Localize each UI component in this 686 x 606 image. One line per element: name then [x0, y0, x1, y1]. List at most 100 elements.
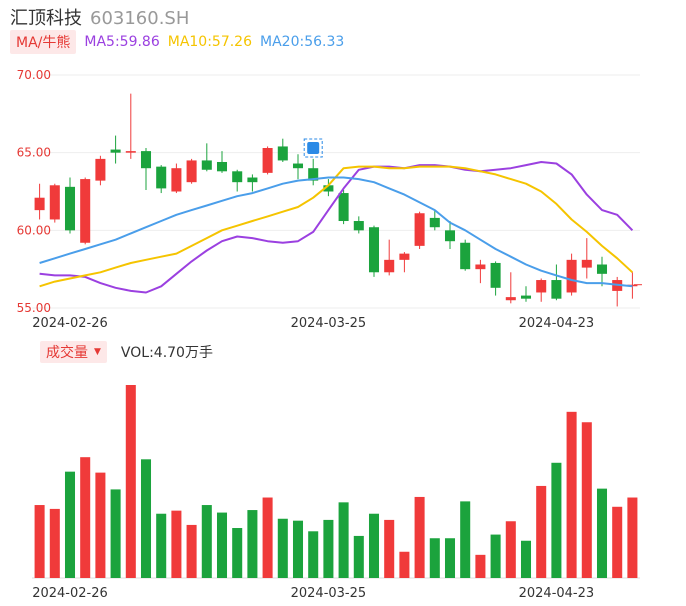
volume-bar	[536, 485, 547, 578]
stock-header: 汇顶科技 603160.SH	[10, 4, 190, 29]
candle-body	[34, 197, 45, 211]
stock-code: 603160.SH	[90, 8, 190, 29]
candle-body	[277, 146, 288, 161]
candle-body	[110, 149, 121, 153]
volume-bar	[125, 385, 136, 578]
volume-bar	[95, 472, 106, 578]
candle-body	[232, 171, 243, 183]
ma5-legend: MA5:59.86	[84, 34, 160, 50]
volume-bar	[232, 528, 243, 578]
candle-body	[399, 253, 410, 260]
dropdown-arrow-icon: ▼	[94, 347, 101, 357]
candle-body	[384, 259, 395, 273]
price-date-label: 2024-02-26	[32, 316, 108, 331]
volume-bar	[216, 512, 228, 578]
volume-value: VOL:4.70万手	[120, 345, 213, 361]
volume-bar	[490, 534, 501, 578]
ma20-legend: MA20:56.33	[260, 34, 345, 50]
candle-body	[551, 280, 562, 299]
volume-bar	[186, 524, 197, 578]
volume-legend: 成交量 ▼ VOL:4.70万手	[40, 341, 213, 363]
volume-bar	[460, 501, 471, 578]
volume-bar	[338, 502, 349, 578]
volume-indicator-label: 成交量	[46, 345, 88, 361]
volume-bar	[551, 462, 562, 578]
volume-bar	[308, 531, 319, 578]
ma10-legend: MA10:57.26	[167, 34, 253, 50]
volume-bar	[566, 411, 577, 578]
volume-bar	[80, 457, 91, 578]
candle-body	[520, 295, 532, 299]
candle-body	[505, 297, 516, 301]
volume-bar	[247, 510, 258, 578]
volume-date-label: 2024-04-23	[519, 586, 595, 601]
candle-body	[156, 166, 167, 189]
candle-body	[338, 193, 349, 222]
price-tick-label: 55.00	[17, 301, 51, 315]
candle-body	[247, 177, 258, 183]
volume-bar	[262, 497, 273, 578]
candle-body	[368, 227, 380, 273]
volume-bar	[353, 535, 364, 578]
volume-date-label: 2024-03-25	[291, 586, 367, 601]
volume-bar	[34, 505, 45, 578]
candle-body	[460, 242, 471, 270]
volume-bar	[156, 513, 167, 578]
candle-body	[216, 161, 228, 172]
volume-bar	[277, 518, 288, 578]
ma20-line	[39, 176, 633, 288]
volume-bar	[399, 551, 410, 578]
event-marker-frame	[303, 138, 323, 158]
candle-body	[566, 259, 577, 293]
volume-bar	[444, 538, 456, 578]
volume-bar	[323, 519, 334, 578]
candle-body	[186, 160, 197, 183]
candle-body	[596, 264, 608, 274]
volume-bar	[475, 554, 486, 578]
volume-bar	[414, 496, 425, 578]
candle-body	[490, 262, 501, 288]
volume-bar	[505, 521, 516, 578]
candle-body	[80, 179, 91, 243]
volume-bar	[581, 422, 592, 578]
candle-body	[444, 230, 456, 242]
volume-bar	[171, 510, 182, 578]
candle-body	[125, 151, 136, 153]
ma-indicator-selector[interactable]: MA/牛熊	[10, 30, 77, 54]
candle-body	[323, 185, 334, 192]
volume-date-label: 2024-02-26	[32, 586, 108, 601]
price-tick-label: 60.00	[17, 223, 51, 237]
volume-bar	[520, 540, 532, 578]
ma-legend: MA/牛熊 MA5:59.86 MA10:57.26 MA20:56.33	[10, 30, 344, 54]
candle-body	[201, 160, 212, 170]
volume-bar	[64, 471, 76, 578]
candle-body	[536, 280, 547, 293]
ma5-line	[39, 161, 634, 294]
volume-bar	[627, 497, 638, 578]
candle-body	[95, 158, 106, 181]
volume-bar	[612, 506, 623, 578]
price-date-label: 2024-03-25	[291, 316, 367, 331]
candle-body	[475, 264, 486, 270]
candle-body	[262, 148, 273, 173]
volume-bar	[140, 459, 152, 578]
candle-body	[429, 217, 440, 228]
candle-body	[64, 186, 76, 231]
candle-body	[308, 168, 319, 181]
candle-body	[49, 185, 60, 220]
event-marker-icon	[307, 142, 320, 155]
volume-bar	[49, 508, 60, 578]
candle-body	[353, 221, 364, 231]
volume-bar	[596, 488, 608, 578]
volume-bar	[292, 520, 304, 578]
volume-bar	[368, 513, 380, 578]
candle-body	[581, 259, 592, 268]
volume-bar	[429, 538, 440, 578]
volume-bar	[110, 489, 121, 578]
volume-indicator-selector[interactable]: 成交量 ▼	[40, 341, 107, 363]
volume-bar	[201, 505, 212, 578]
candle-body	[414, 213, 425, 246]
price-date-label: 2024-04-23	[519, 316, 595, 331]
price-tick-label: 70.00	[17, 68, 51, 82]
